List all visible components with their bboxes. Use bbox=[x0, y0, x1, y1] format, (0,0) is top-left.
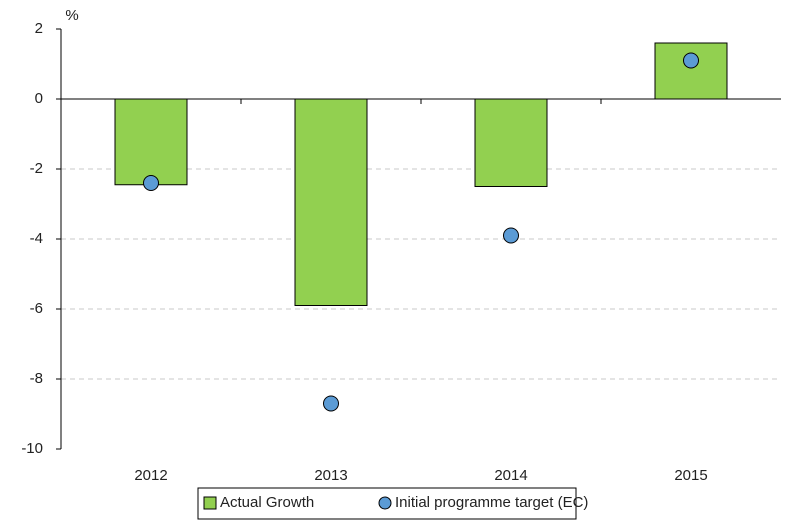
legend-label: Actual Growth bbox=[220, 494, 314, 511]
y-tick-label: -8 bbox=[30, 370, 43, 387]
y-axis-unit: % bbox=[65, 7, 78, 24]
bar bbox=[654, 42, 728, 100]
x-tick-label: 2013 bbox=[314, 467, 347, 484]
bar bbox=[114, 98, 188, 186]
legend-label: Initial programme target (EC) bbox=[395, 494, 588, 511]
x-tick-label: 2014 bbox=[494, 467, 527, 484]
marker bbox=[143, 175, 159, 191]
y-tick-label: -6 bbox=[30, 300, 43, 317]
bar bbox=[294, 98, 368, 306]
bar bbox=[474, 98, 548, 187]
legend-swatch bbox=[203, 496, 217, 510]
y-tick-label: -2 bbox=[30, 160, 43, 177]
y-tick-label: -4 bbox=[30, 230, 43, 247]
x-tick-label: 2012 bbox=[134, 467, 167, 484]
y-tick-label: 0 bbox=[35, 90, 43, 107]
marker bbox=[503, 227, 519, 244]
y-tick-label: -10 bbox=[21, 440, 43, 457]
legend-swatch bbox=[378, 496, 392, 510]
y-tick-label: 2 bbox=[35, 20, 43, 37]
marker bbox=[683, 52, 699, 69]
marker bbox=[323, 395, 339, 412]
x-tick-label: 2015 bbox=[674, 467, 707, 484]
